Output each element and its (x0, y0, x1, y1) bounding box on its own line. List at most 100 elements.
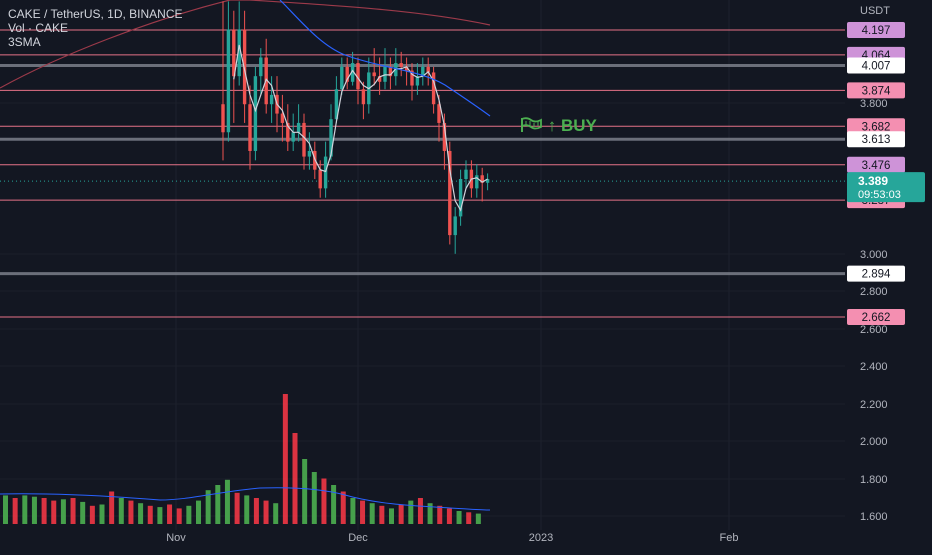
candle (280, 113, 285, 123)
y-tick-label: 1.600 (860, 511, 888, 523)
candle (404, 66, 409, 71)
long-ma-line (0, 0, 491, 89)
volume-bar (205, 490, 211, 524)
volume-bar (3, 495, 8, 524)
price-label-box (847, 118, 905, 135)
volume-bar (234, 492, 240, 524)
currency-unit: USDT (860, 5, 890, 17)
volume-bar (437, 505, 443, 524)
candle (361, 89, 366, 105)
volume-bar (41, 498, 47, 524)
volume-bar (89, 505, 95, 524)
volume-bar (408, 500, 414, 524)
sma-line (233, 44, 488, 212)
buy-signal: ↑ BUY (519, 116, 597, 136)
candle (410, 70, 414, 86)
candle (437, 104, 441, 123)
y-tick-label: 2.600 (860, 324, 888, 336)
price-label: 4.197 (862, 25, 891, 37)
price-label-box (847, 22, 905, 38)
candle (253, 76, 258, 151)
candle (232, 29, 236, 77)
volume-indicator-title[interactable]: Vol · CAKE (8, 21, 69, 35)
volume-bar (369, 503, 375, 524)
volume-bar (379, 505, 385, 524)
x-tick-label: Feb (720, 532, 739, 544)
candle (237, 29, 241, 77)
volume-bar (466, 512, 472, 524)
current-price-box (847, 172, 925, 203)
signal-label: BUY (560, 116, 597, 135)
volume-bar (273, 503, 279, 524)
candle (415, 76, 420, 86)
volume-bar (263, 500, 269, 524)
volume-ma-line (0, 487, 491, 511)
candle (464, 169, 468, 180)
candle (221, 104, 225, 133)
symbol-title[interactable]: CAKE / TetherUS, 1D, BINANCE (8, 7, 183, 21)
candle (350, 63, 355, 82)
price-label: 3.613 (862, 134, 891, 146)
volume-bar (456, 511, 462, 524)
y-tick-label: 1.800 (860, 474, 888, 486)
volume-bar (147, 505, 153, 524)
volume-bar (282, 394, 288, 524)
volume-bar (109, 491, 115, 524)
volume-bar (350, 498, 356, 524)
volume-bar (128, 500, 134, 524)
y-tick-label: 3.800 (860, 98, 888, 110)
candle (334, 89, 339, 120)
volume-bar (253, 498, 259, 524)
volume-bar (427, 503, 433, 524)
x-tick-label: Dec (348, 532, 368, 544)
y-tick-label: 2.200 (860, 399, 888, 411)
volume-bar (331, 485, 337, 524)
candle (329, 119, 333, 157)
volume-bar (22, 495, 28, 524)
price-label: 2.894 (862, 269, 891, 281)
volume-bar (176, 508, 182, 524)
volume-bar (99, 504, 105, 524)
candle (291, 132, 295, 142)
countdown-label: 09:53:03 (858, 189, 901, 201)
candle (399, 63, 403, 67)
arrow-up-icon: ↑ (547, 116, 557, 135)
volume-bar (186, 505, 192, 524)
volume-bar (302, 459, 308, 524)
candle (448, 150, 452, 236)
volume-bar (196, 500, 201, 524)
price-label: 2.662 (862, 312, 891, 324)
candle (269, 94, 274, 105)
candle (485, 179, 490, 183)
volume-bar (417, 498, 423, 524)
price-label-box (847, 57, 905, 74)
price-label: 3.682 (862, 121, 891, 133)
candle (442, 122, 447, 151)
volume-bar (360, 500, 366, 524)
candle (323, 156, 328, 189)
volume-bar (31, 496, 37, 524)
candle (307, 150, 312, 157)
volume-bar (340, 491, 346, 524)
current-price-label: 3.389 (858, 174, 888, 188)
candle (480, 175, 484, 183)
volume-bar (224, 479, 230, 524)
y-tick-label: 2.800 (860, 286, 888, 298)
volume-bar (475, 513, 481, 524)
volume-bar (70, 498, 76, 524)
volume-bar (389, 508, 394, 524)
price-label-box (847, 131, 905, 148)
y-tick-label: 2.000 (860, 436, 888, 448)
price-label-box (847, 309, 905, 325)
candle (394, 63, 398, 77)
candle (296, 122, 301, 133)
candle (458, 179, 463, 217)
candle (426, 66, 430, 73)
volume-bar (118, 498, 124, 524)
candle (248, 104, 252, 151)
sma-indicator-title[interactable]: 3SMA (8, 35, 41, 49)
chart-legend: CAKE / TetherUS, 1D, BINANCE Vol · CAKE … (8, 7, 183, 49)
volume-bar (138, 503, 144, 524)
